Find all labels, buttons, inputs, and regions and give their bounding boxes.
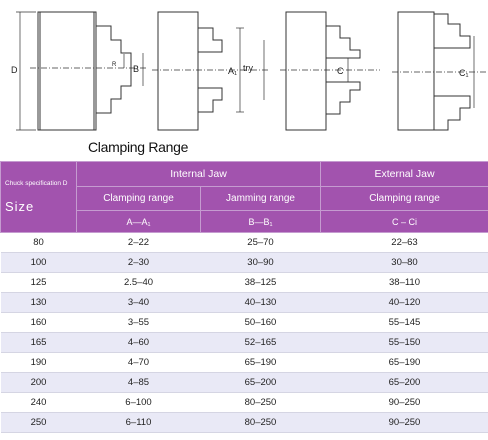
table-caption: Clamping Range xyxy=(88,139,189,155)
jam-cell: 65–200 xyxy=(200,372,321,393)
ext-cell: 65–200 xyxy=(320,372,488,393)
ext-cell: 22–63 xyxy=(320,232,488,253)
table-row: 250 6–110 80–250 90–250 xyxy=(0,412,488,433)
ext-cell: 90–250 xyxy=(320,412,488,433)
size-cell: 190 xyxy=(0,352,77,373)
jamming-range-header: Jamming range xyxy=(200,186,321,211)
jam-cell: 50–160 xyxy=(200,312,321,333)
clamp-cell: 4–85 xyxy=(76,372,201,393)
clamp-cell: 6–110 xyxy=(76,412,201,433)
label-c: C xyxy=(337,66,344,76)
clamp-cell: 4–60 xyxy=(76,332,201,353)
clamping-range-table: Chuck specification D Size Internal Jaw … xyxy=(0,161,488,433)
jam-cell: 80–250 xyxy=(200,392,321,413)
label-try: try xyxy=(243,63,253,73)
label-c1: C₁ xyxy=(459,68,469,78)
clamp-cell: 2–22 xyxy=(76,232,201,253)
label-r: R xyxy=(112,62,117,68)
size-cell: 165 xyxy=(0,332,77,353)
size-cell: 250 xyxy=(0,412,77,433)
drawing-reverse-jaw xyxy=(392,11,486,131)
ext-cell: 55–150 xyxy=(320,332,488,353)
size-cell: 125 xyxy=(0,272,77,293)
table-row: 125 2.5–40 38–125 38–110 xyxy=(0,272,488,293)
clamp-cell: 4–70 xyxy=(76,352,201,373)
jam-cell: 80–250 xyxy=(200,412,321,433)
ext-cell: 65–190 xyxy=(320,352,488,373)
label-b: B xyxy=(133,64,139,74)
table-row: 80 2–22 25–70 22–63 xyxy=(0,232,488,253)
size-cell: 160 xyxy=(0,312,77,333)
table-row: 130 3–40 40–130 40–120 xyxy=(0,292,488,313)
symbol-a: A—A₁ xyxy=(76,210,201,233)
jam-cell: 30–90 xyxy=(200,252,321,273)
jam-cell: 40–130 xyxy=(200,292,321,313)
symbol-c: C – Ci xyxy=(320,210,488,233)
ext-cell: 40–120 xyxy=(320,292,488,313)
table-row: 100 2–30 30–90 30–80 xyxy=(0,252,488,273)
table-row: 165 4–60 52–165 55–150 xyxy=(0,332,488,353)
clamp-cell: 6–100 xyxy=(76,392,201,413)
external-clamping-range-header: Clamping range xyxy=(320,186,488,211)
ext-cell: 55–145 xyxy=(320,312,488,333)
drawing-external-jaw xyxy=(280,11,380,131)
size-cell: 240 xyxy=(0,392,77,413)
table-row: 240 6–100 80–250 90–250 xyxy=(0,392,488,413)
ext-cell: 38–110 xyxy=(320,272,488,293)
clamp-cell: 3–55 xyxy=(76,312,201,333)
label-a1: A₁ xyxy=(228,66,237,76)
size-cell: 130 xyxy=(0,292,77,313)
jam-cell: 65–190 xyxy=(200,352,321,373)
chuck-spec-note: Chuck specification D xyxy=(5,180,68,187)
size-label: Size xyxy=(5,199,35,214)
ext-cell: 30–80 xyxy=(320,252,488,273)
jam-cell: 25–70 xyxy=(200,232,321,253)
ext-cell: 90–250 xyxy=(320,392,488,413)
clamp-cell: 2–30 xyxy=(76,252,201,273)
size-cell: 200 xyxy=(0,372,77,393)
jam-cell: 52–165 xyxy=(200,332,321,353)
table-row: 160 3–55 50–160 55–145 xyxy=(0,312,488,333)
clamping-range-header: Clamping range xyxy=(76,186,201,211)
symbol-b: B—B₁ xyxy=(200,210,321,233)
size-header: Chuck specification D Size xyxy=(0,161,77,233)
table-row: 200 4–85 65–200 65–200 xyxy=(0,372,488,393)
drawing-internal-jaw xyxy=(152,11,270,131)
label-d: D xyxy=(11,65,18,75)
size-cell: 100 xyxy=(0,252,77,273)
jam-cell: 38–125 xyxy=(200,272,321,293)
table-row: 190 4–70 65–190 65–190 xyxy=(0,352,488,373)
clamp-cell: 2.5–40 xyxy=(76,272,201,293)
size-cell: 80 xyxy=(0,232,77,253)
drawing-chuck-body xyxy=(16,11,146,131)
internal-jaw-header: Internal Jaw xyxy=(76,161,321,187)
external-jaw-header: External Jaw xyxy=(320,161,488,187)
chuck-drawings: D R B A₁ try C C₁ xyxy=(11,11,486,131)
clamp-cell: 3–40 xyxy=(76,292,201,313)
